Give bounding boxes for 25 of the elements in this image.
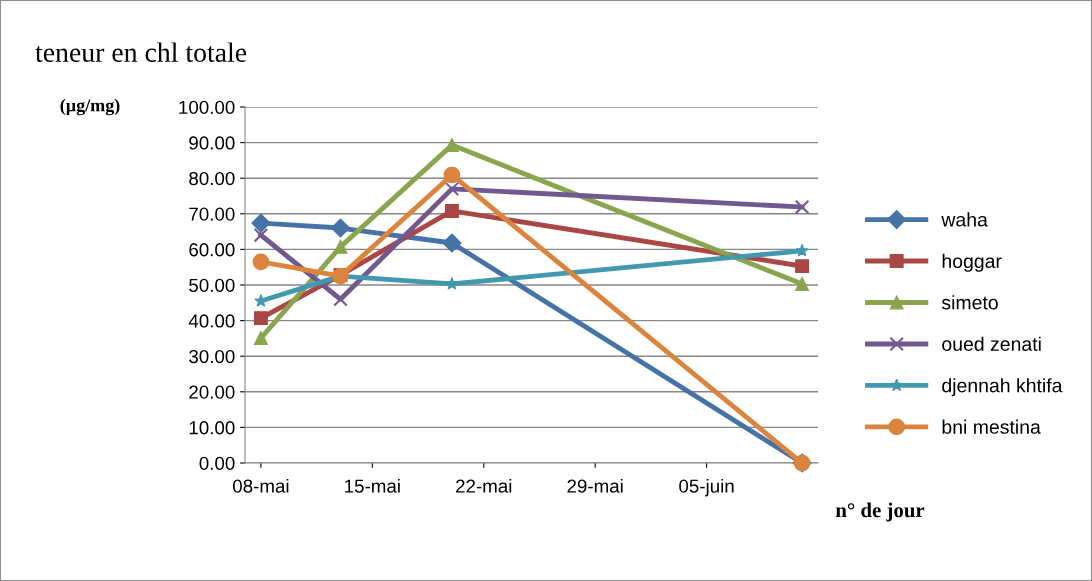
legend-label: simeto <box>941 295 998 310</box>
y-tick-label: 30.00 <box>189 349 235 364</box>
x-tick-label: 15-mai <box>345 478 400 493</box>
x-tick-label: 08-mai <box>233 478 289 493</box>
y-tick-label: 10.00 <box>189 421 235 435</box>
y-axis-title: (µg/mg) <box>60 98 120 116</box>
x-tick-label: 29-mai <box>567 478 623 493</box>
y-tick-label: 20.00 <box>189 385 235 399</box>
x-tick-label: 22-mai <box>456 478 512 493</box>
legend-label: waha <box>941 212 988 227</box>
y-tick-label: 60.00 <box>189 243 235 257</box>
y-tick-label: 90.00 <box>189 136 235 150</box>
legend-label: oued zenati <box>942 336 1041 351</box>
x-axis-title: n° de jour <box>835 502 925 522</box>
y-tick-label: 50.00 <box>189 278 235 292</box>
y-tick-label: 100.00 <box>179 100 235 114</box>
legend-label: djennah khtifa <box>942 378 1063 397</box>
y-tick-label: 80.00 <box>189 171 235 186</box>
y-tick-label: 70.00 <box>189 207 235 221</box>
chart-title: teneur en chl totale <box>35 42 247 62</box>
legend-label: bni mestina <box>942 419 1041 434</box>
legend-label: hoggar <box>942 253 1002 272</box>
y-tick-label: 0.00 <box>199 456 235 470</box>
x-tick-label: 05-juin <box>679 478 734 497</box>
y-tick-label: 40.00 <box>188 314 235 328</box>
